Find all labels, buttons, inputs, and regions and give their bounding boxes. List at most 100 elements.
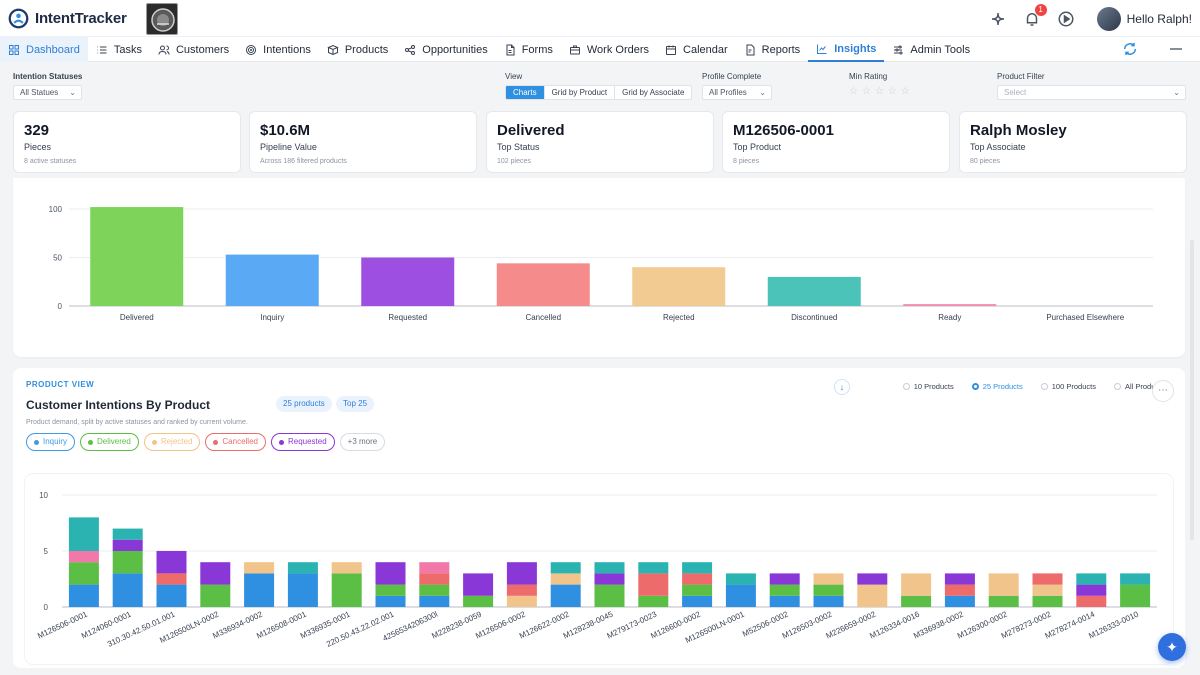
stacked-bar-segment[interactable] [944,573,975,585]
stacked-bar-segment[interactable] [944,584,975,596]
radio-10-products[interactable]: 10 Products [902,382,954,391]
stacked-bar-segment[interactable] [638,562,669,574]
stacked-bar-segment[interactable] [813,595,844,607]
status-bar[interactable] [225,254,319,306]
nav-item-customers[interactable]: Customers [150,37,237,62]
stacked-bar-segment[interactable] [68,562,99,585]
stacked-bar-segment[interactable] [857,573,888,585]
stacked-bar-segment[interactable] [156,573,187,585]
legend-chip-delivered[interactable]: Delivered [80,433,139,451]
stacked-bar-segment[interactable] [682,595,713,607]
stacked-bar-segment[interactable] [901,573,932,596]
nav-item-intentions[interactable]: Intentions [237,37,319,62]
stacked-bar-segment[interactable] [1032,584,1063,596]
stacked-bar-segment[interactable] [1032,573,1063,585]
star-icon[interactable]: ☆ [874,86,884,97]
view-option-charts[interactable]: Charts [506,86,545,99]
stacked-bar-segment[interactable] [331,573,362,607]
stacked-bar-segment[interactable] [112,539,143,551]
stacked-bar-segment[interactable] [769,584,800,596]
nav-item-dashboard[interactable]: Dashboard [0,37,88,62]
stacked-bar-segment[interactable] [287,573,318,607]
stacked-bar-segment[interactable] [682,573,713,585]
stacked-bar-segment[interactable] [550,562,581,574]
stacked-bar-segment[interactable] [463,595,494,607]
stacked-bar-segment[interactable] [506,584,537,596]
intention-statuses-select[interactable]: All Statues ⌄ [13,85,82,100]
stacked-bar-segment[interactable] [550,584,581,607]
menu-collapse-icon[interactable] [1168,41,1184,57]
page-scrollbar[interactable] [1190,240,1194,540]
star-icon[interactable]: ☆ [861,86,871,97]
stacked-bar-segment[interactable] [550,573,581,585]
stacked-bar-segment[interactable] [112,573,143,607]
stacked-bar-segment[interactable] [68,551,99,563]
nav-item-forms[interactable]: Forms [496,37,561,62]
legend-chip-requested[interactable]: Requested [270,433,335,451]
status-bar[interactable] [496,263,590,306]
stacked-bar-segment[interactable] [638,595,669,607]
star-icon[interactable]: ☆ [849,86,858,97]
stacked-bar-segment[interactable] [725,584,756,607]
stacked-bar-segment[interactable] [988,573,1019,596]
stacked-bar-segment[interactable] [244,562,275,574]
stacked-bar-segment[interactable] [200,562,231,585]
legend-more-chip[interactable]: +3 more [339,433,386,451]
refresh-icon[interactable] [1122,41,1138,57]
status-bar[interactable] [90,207,184,306]
stacked-bar-segment[interactable] [638,573,669,596]
stacked-bar-segment[interactable] [244,573,275,607]
stacked-bar-segment[interactable] [813,584,844,596]
profile-complete-select[interactable]: All Profiles ⌄ [702,85,772,100]
status-bar[interactable] [767,276,861,306]
stacked-bar-segment[interactable] [769,573,800,585]
nav-item-reports[interactable]: Reports [736,37,809,62]
notifications-button[interactable]: 1 [1023,4,1047,28]
stacked-bar-segment[interactable] [375,562,406,585]
sparkle-icon[interactable] [989,10,1007,28]
stacked-bar-segment[interactable] [287,562,318,574]
stacked-bar-segment[interactable] [68,584,99,607]
stacked-bar-segment[interactable] [112,551,143,574]
stacked-bar-segment[interactable] [988,595,1019,607]
stacked-bar-segment[interactable] [901,595,932,607]
nav-item-opportunities[interactable]: Opportunities [396,37,495,62]
product-filter-select[interactable]: Select ⌄ [997,85,1186,100]
stacked-bar-segment[interactable] [419,562,450,574]
brand-logo[interactable]: IntentTracker [8,8,127,29]
stacked-bar-segment[interactable] [419,573,450,585]
view-option-grid-by-product[interactable]: Grid by Product [544,86,616,99]
download-button[interactable]: ↓ [834,379,850,395]
legend-chip-cancelled[interactable]: Cancelled [205,433,266,451]
stacked-bar-segment[interactable] [682,584,713,596]
stacked-bar-segment[interactable] [1076,595,1107,607]
nav-item-insights[interactable]: Insights [808,37,885,62]
stacked-bar-segment[interactable] [594,584,625,607]
nav-item-calendar[interactable]: Calendar [657,37,736,62]
view-option-grid-by-associate[interactable]: Grid by Associate [615,86,692,99]
radio-100-products[interactable]: 100 Products [1040,382,1096,391]
nav-item-products[interactable]: Products [319,37,396,62]
nav-item-admin-tools[interactable]: Admin Tools [884,37,978,62]
stacked-bar-segment[interactable] [419,595,450,607]
stacked-bar-segment[interactable] [506,562,537,585]
nav-item-work-orders[interactable]: Work Orders [561,37,657,62]
status-bar[interactable] [632,267,726,306]
stacked-bar-segment[interactable] [463,573,494,596]
stacked-bar-segment[interactable] [1076,573,1107,585]
stacked-bar-segment[interactable] [112,528,143,540]
nav-item-tasks[interactable]: Tasks [88,37,150,62]
radio-25-products[interactable]: 25 Products [971,382,1023,391]
stacked-bar-segment[interactable] [506,595,537,607]
star-icon[interactable]: ☆ [900,86,910,97]
stacked-bar-segment[interactable] [375,595,406,607]
stacked-bar-segment[interactable] [1120,584,1151,607]
stacked-bar-segment[interactable] [1076,584,1107,596]
status-bar[interactable] [361,257,455,307]
stacked-bar-segment[interactable] [682,562,713,574]
stacked-bar-segment[interactable] [769,595,800,607]
stacked-bar-segment[interactable] [156,551,187,574]
add-fab-button[interactable]: ✦ [1158,633,1186,661]
stacked-bar-segment[interactable] [944,595,975,607]
status-bar[interactable] [903,304,997,306]
